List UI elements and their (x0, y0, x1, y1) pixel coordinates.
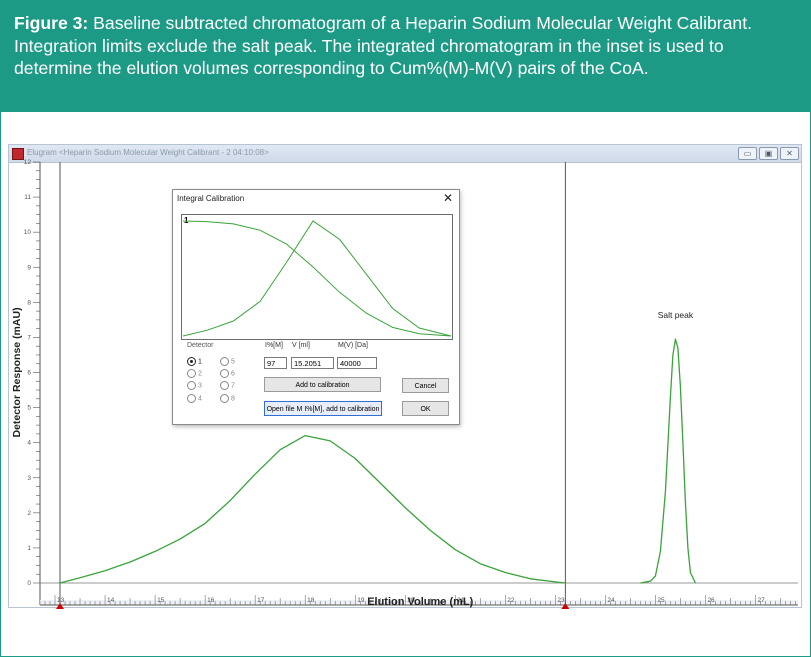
x-tick-label: 26 (707, 597, 715, 604)
maximize-button[interactable]: ▣ (759, 147, 778, 160)
y-tick-label: 8 (27, 299, 31, 306)
minimize-button[interactable]: ▭ (738, 147, 757, 160)
x-tick-label: 13 (57, 597, 65, 604)
detector-radio-3[interactable]: 3 (187, 381, 202, 390)
col-v-header: V [ml] (292, 342, 310, 349)
inset-chart: 1 (181, 214, 453, 340)
add-to-calibration-button[interactable]: Add to calibration (264, 377, 381, 392)
cancel-button[interactable]: Cancel (402, 378, 449, 393)
inset-label: 1 (184, 216, 189, 225)
col-i-header: I%[M] (265, 342, 283, 349)
close-window-button[interactable]: ✕ (780, 147, 799, 160)
y-tick-label: 9 (27, 264, 31, 271)
inset-chromatogram-curve (182, 220, 452, 337)
salt-peak-annotation: Salt peak (658, 310, 694, 320)
y-tick-label: 0 (27, 580, 31, 587)
detector-radio-4[interactable]: 4 (187, 394, 202, 403)
x-tick-label: 14 (107, 597, 115, 604)
x-tick-label: 27 (757, 597, 765, 604)
y-tick-label: 7 (27, 334, 31, 341)
x-tick-label: 24 (607, 597, 615, 604)
y-tick-label: 1 (27, 545, 31, 552)
col-m-header: M(V) [Da] (338, 342, 368, 349)
integral-calibration-dialog: Integral Calibration ✕ 1 Detector 1 2 3 … (172, 189, 460, 425)
window-titlebar[interactable]: Elugram <Heparin Sodium Molecular Weight… (9, 145, 801, 163)
calibrant-trace (59, 434, 566, 584)
detector-radio-7[interactable]: 7 (220, 381, 235, 390)
volume-input[interactable]: 15.2051 (291, 357, 334, 369)
x-tick-label: 25 (657, 597, 665, 604)
y-tick-label: 4 (27, 440, 31, 447)
caption-lead: Figure 3: (14, 13, 89, 33)
caption-text: Baseline subtracted chromatogram of a He… (14, 13, 752, 78)
detector-radio-5[interactable]: 5 (220, 357, 235, 366)
x-tick-label: 19 (357, 597, 365, 604)
figure-caption: Figure 3: Baseline subtracted chromatogr… (0, 0, 811, 112)
limit-marker-1 (56, 603, 65, 609)
y-axis-title: Detector Response (mAU) (11, 307, 23, 437)
x-tick-label: 16 (207, 597, 215, 604)
x-tick-label: 15 (157, 597, 165, 604)
detector-label: Detector (187, 342, 214, 349)
detector-radio-1[interactable]: 1 (187, 357, 202, 366)
detector-radio-2[interactable]: 2 (187, 369, 202, 378)
y-tick-label: 12 (24, 159, 32, 166)
inset-plot (182, 220, 452, 337)
molecular-weight-input[interactable]: 40000 (337, 357, 377, 369)
y-tick-label: 6 (27, 370, 31, 377)
x-tick-label: 22 (507, 597, 515, 604)
open-file-button[interactable]: Open file M I%[M], add to calibration (264, 401, 382, 416)
detector-radio-8[interactable]: 8 (220, 394, 235, 403)
i-percent-input[interactable]: 97 (264, 357, 287, 369)
inset-cumulative-curve (182, 220, 452, 337)
x-axis-scrollbar (40, 600, 798, 605)
limit-marker-2 (561, 603, 570, 609)
x-tick-label: 23 (557, 597, 565, 604)
app-icon (12, 148, 24, 160)
y-tick-label: 2 (27, 510, 31, 517)
salt-peak-trace (640, 338, 696, 584)
y-tick-label: 10 (24, 229, 32, 236)
y-tick-label: 11 (24, 194, 31, 201)
x-axis-title: Elution Volume (mL) (367, 596, 473, 608)
x-tick-label: 20 (407, 597, 415, 604)
x-tick-label: 17 (257, 597, 265, 604)
y-tick-label: 3 (27, 475, 31, 482)
dialog-close-icon[interactable]: ✕ (442, 191, 453, 205)
window-title: Elugram <Heparin Sodium Molecular Weight… (27, 148, 269, 157)
dialog-title: Integral Calibration (177, 194, 245, 203)
detector-radio-6[interactable]: 6 (220, 369, 235, 378)
ok-button[interactable]: OK (402, 401, 449, 416)
x-tick-label: 18 (307, 597, 315, 604)
y-tick-label: 5 (27, 405, 31, 412)
x-tick-label: 21 (457, 597, 465, 604)
